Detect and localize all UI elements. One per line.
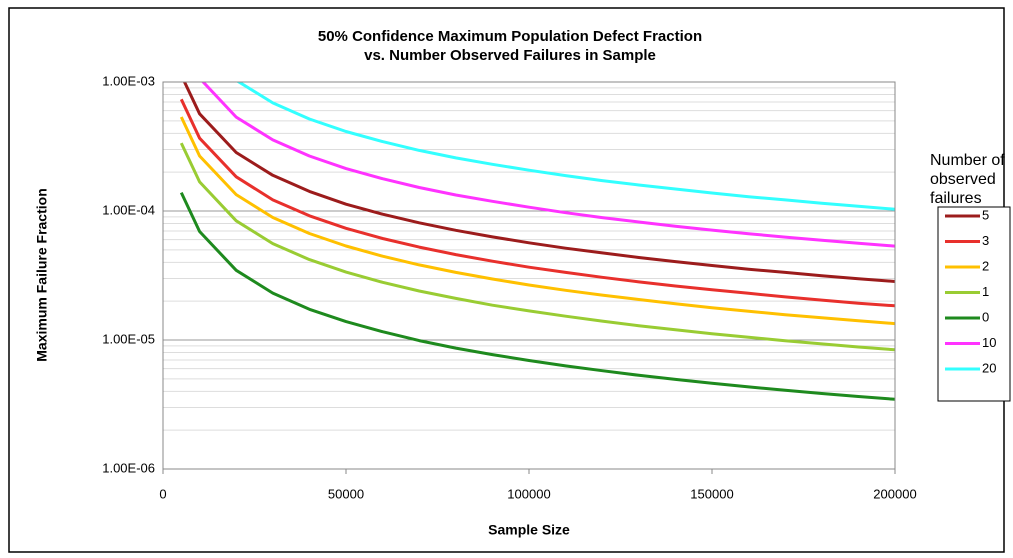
legend-label: 0 <box>982 309 989 324</box>
series-line <box>179 142 895 352</box>
chart-title: 50% Confidence Maximum Population Defect… <box>318 28 702 45</box>
x-tick-label: 200000 <box>873 486 916 501</box>
x-tick-label: 50000 <box>328 486 364 501</box>
y-tick-label: 1.00E-05 <box>102 331 155 346</box>
series-line <box>179 116 895 326</box>
x-axis-title: Sample Size <box>488 522 570 538</box>
legend-label: 2 <box>982 258 989 273</box>
legend-label: 5 <box>982 207 989 222</box>
y-tick-label: 1.00E-06 <box>102 460 155 475</box>
plot-lines <box>179 82 895 401</box>
chart-subtitle: vs. Number Observed Failures in Sample <box>364 47 656 64</box>
series-line <box>236 82 895 211</box>
x-tick-label: 150000 <box>690 486 733 501</box>
legend-label: 1 <box>982 284 989 299</box>
legend-box <box>937 206 1011 402</box>
legend-label: 10 <box>982 335 996 350</box>
x-tick-label: 100000 <box>507 486 550 501</box>
series-line <box>182 82 895 283</box>
x-tick-label: 0 <box>159 486 166 501</box>
legend-label: 20 <box>982 360 996 375</box>
series-line <box>179 191 895 401</box>
series-line <box>179 98 895 308</box>
y-axis-title: Maximum Failure Fraction <box>34 188 50 361</box>
legend-title: Number of observed failures <box>930 152 1005 207</box>
y-tick-label: 1.00E-04 <box>102 202 155 217</box>
series-line <box>201 82 895 248</box>
legend-label: 3 <box>982 233 989 248</box>
y-tick-label: 1.00E-03 <box>102 73 155 88</box>
